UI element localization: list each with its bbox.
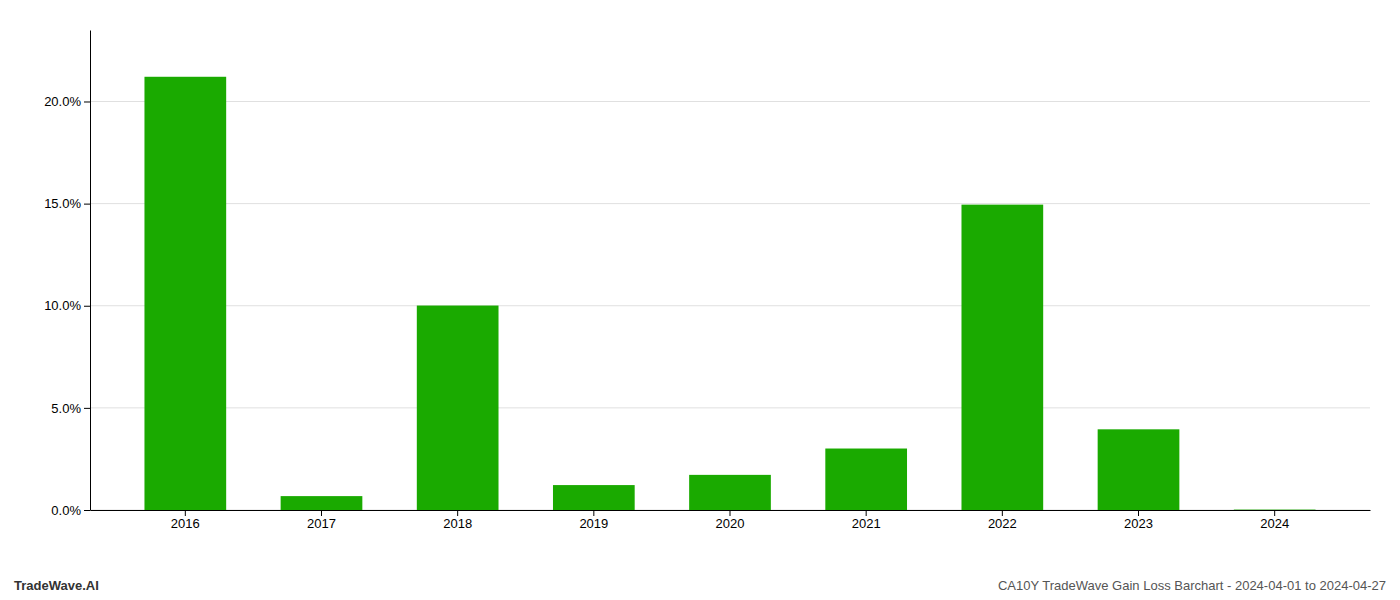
x-tick-label: 2021 <box>852 516 881 531</box>
footer-right: CA10Y TradeWave Gain Loss Barchart - 202… <box>998 578 1386 593</box>
bar <box>825 449 907 510</box>
bar <box>144 77 226 510</box>
grid-line <box>90 407 1370 408</box>
x-tick: 2016 <box>171 510 200 531</box>
x-tick-mark <box>457 510 458 516</box>
x-tick: 2018 <box>443 510 472 531</box>
x-tick-mark <box>321 510 322 516</box>
bar <box>1098 429 1180 510</box>
x-tick-label: 2017 <box>307 516 336 531</box>
footer-left: TradeWave.AI <box>14 578 99 593</box>
x-tick-label: 2020 <box>716 516 745 531</box>
y-tick-mark <box>84 510 90 511</box>
bar <box>417 306 499 510</box>
x-tick: 2019 <box>579 510 608 531</box>
y-tick-label: 0.0% <box>51 503 81 518</box>
x-tick-mark <box>593 510 594 516</box>
bar <box>553 485 635 510</box>
bar <box>281 496 363 510</box>
x-tick-label: 2016 <box>171 516 200 531</box>
y-tick-mark <box>84 204 90 205</box>
y-tick-label: 5.0% <box>51 401 81 416</box>
bar <box>961 205 1043 510</box>
x-tick-label: 2018 <box>443 516 472 531</box>
x-tick-mark <box>1274 510 1275 516</box>
x-tick-mark <box>1002 510 1003 516</box>
y-tick-mark <box>84 408 90 409</box>
x-tick-label: 2019 <box>579 516 608 531</box>
chart-svg: 2016 2017 2018 2019 2020 2021 2022 2023 2024 0.0%… <box>0 0 1400 600</box>
x-tick: 2017 <box>307 510 336 531</box>
x-tick-mark <box>730 510 731 516</box>
bars <box>144 77 1315 510</box>
x-tick-label: 2022 <box>988 516 1017 531</box>
y-tick: 15.0% <box>44 196 90 211</box>
y-tick: 10.0% <box>44 298 90 313</box>
grid-line <box>90 203 1370 204</box>
y-tick-label: 15.0% <box>44 196 81 211</box>
y-tick: 5.0% <box>51 401 90 416</box>
y-tick: 0.0% <box>51 503 90 518</box>
x-tick: 2023 <box>1124 510 1153 531</box>
x-tick: 2021 <box>852 510 881 531</box>
y-tick-mark <box>84 306 90 307</box>
grid <box>90 101 1370 510</box>
y-tick-label: 10.0% <box>44 298 81 313</box>
x-tick-mark <box>866 510 867 516</box>
x-tick: 2024 <box>1260 510 1289 531</box>
grid-line <box>90 305 1370 306</box>
x-axis: 2016 2017 2018 2019 2020 2021 2022 2023 2024 <box>91 510 1371 531</box>
bar <box>689 475 771 510</box>
y-tick: 20.0% <box>44 94 90 109</box>
chart-container: 2016 2017 2018 2019 2020 2021 2022 2023 2024 0.0%… <box>0 0 1400 600</box>
y-tick-label: 20.0% <box>44 94 81 109</box>
x-tick: 2020 <box>716 510 745 531</box>
bar <box>1234 509 1316 510</box>
x-tick-mark <box>185 510 186 516</box>
y-axis-line <box>90 31 91 511</box>
x-tick-mark <box>1138 510 1139 516</box>
grid-line <box>90 101 1370 102</box>
y-tick-mark <box>84 101 90 102</box>
y-axis: 0.0% 5.0% 10.0% 15.0% 20.0% <box>44 31 90 518</box>
x-tick: 2022 <box>988 510 1017 531</box>
x-tick-label: 2024 <box>1260 516 1289 531</box>
x-tick-label: 2023 <box>1124 516 1153 531</box>
